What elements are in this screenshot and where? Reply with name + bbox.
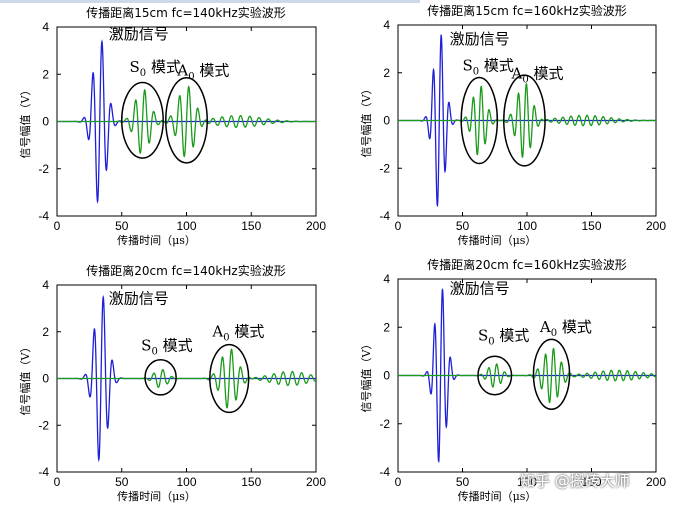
chart-panel-1: 传播距离15cm fc=140kHz实验波形 0 50 100 150 200 -4 -2 0 2… [19, 5, 326, 247]
excitation-annotation: 激励信号 [450, 279, 510, 297]
y-tick-label: -4 [38, 209, 49, 223]
response-signal-line [398, 347, 656, 404]
y-axis-label: 信号幅值（V） [360, 84, 373, 158]
response-signal-line [57, 348, 316, 409]
x-tick-label: 0 [395, 475, 402, 489]
x-tick-label: 200 [306, 475, 326, 489]
y-tick-label: -2 [38, 418, 49, 432]
x-tick-label: 150 [581, 475, 601, 489]
y-axis-label: 信号幅值（V） [360, 339, 373, 413]
s0-mode-ellipse [477, 355, 513, 396]
top-accent-line [0, 0, 420, 3]
watermark: 知乎 @搬砖大师 [520, 470, 685, 494]
x-tick-label: 50 [115, 475, 129, 489]
y-tick-label: -2 [379, 417, 390, 431]
y-tick-label: 0 [42, 115, 49, 129]
x-tick-label: 50 [115, 219, 129, 233]
x-tick-label: 150 [241, 475, 261, 489]
y-tick-label: -2 [38, 162, 49, 176]
y-axis-label: 信号幅值（V） [19, 85, 32, 159]
a0-mode-annotation: A0 模式 [511, 65, 564, 86]
y-tick-label: 0 [42, 372, 49, 386]
chart-panel-4: 传播距离20cm fc=160kHz实验波形 0 50 100 150 200 -4 -2 0 2… [360, 257, 666, 503]
chart-title: 传播距离15cm fc=160kHz实验波形 [427, 3, 626, 18]
y-tick-label: -4 [38, 465, 49, 479]
y-tick-label: 4 [42, 278, 49, 292]
x-axis-label: 传播时间（μs） [117, 489, 196, 503]
y-tick-label: -4 [379, 209, 390, 223]
s0-mode-ellipse [460, 76, 499, 165]
chart-panel-2: 传播距离15cm fc=160kHz实验波形 0 50 100 150 200 -4 -2 0 2… [360, 3, 666, 247]
a0-mode-annotation: A0 模式 [211, 322, 264, 343]
a0-mode-annotation: A0 模式 [176, 61, 229, 82]
s0-mode-ellipse [121, 81, 164, 159]
y-tick-label: 4 [383, 272, 390, 286]
y-tick-label: -4 [379, 465, 390, 479]
x-tick-label: 200 [646, 219, 666, 233]
chart-title: 传播距离20cm fc=160kHz实验波形 [427, 257, 626, 272]
y-tick-label: 4 [42, 20, 49, 34]
x-tick-label: 50 [456, 475, 470, 489]
chart-panel-3: 传播距离20cm fc=140kHz实验波形 0 50 100 150 200 -4 -2 0 2… [19, 263, 326, 503]
x-axis-label: 传播时间（μs） [458, 489, 537, 503]
y-tick-label: 2 [383, 320, 390, 334]
x-axis-label: 传播时间（μs） [117, 233, 196, 247]
y-tick-label: 0 [383, 369, 390, 383]
s0-mode-ellipse [144, 359, 177, 396]
x-tick-label: 150 [241, 219, 261, 233]
s0-mode-annotation: S0 模式 [141, 336, 192, 357]
response-signal-line [398, 83, 656, 159]
s0-mode-annotation: S0 模式 [478, 327, 529, 348]
x-tick-label: 100 [176, 219, 196, 233]
a0-mode-ellipse [209, 343, 250, 414]
x-tick-label: 0 [54, 219, 61, 233]
s0-mode-annotation: S0 模式 [130, 58, 181, 79]
excitation-annotation: 激励信号 [109, 25, 169, 43]
y-axis-label: 信号幅值（V） [19, 342, 32, 416]
y-tick-label: 2 [42, 325, 49, 339]
chart-title: 传播距离20cm fc=140kHz实验波形 [86, 263, 285, 278]
x-tick-label: 100 [176, 475, 196, 489]
s0-mode-annotation: S0 模式 [463, 56, 514, 77]
y-tick-label: 2 [383, 66, 390, 80]
x-tick-label: 100 [517, 475, 537, 489]
y-tick-label: 2 [42, 67, 49, 81]
excitation-annotation: 激励信号 [450, 30, 510, 48]
x-axis-label: 传播时间（μs） [458, 233, 537, 247]
y-tick-label: -2 [379, 161, 390, 175]
a0-mode-annotation: A0 模式 [539, 318, 592, 339]
watermark-text: 知乎 @搬砖大师 [520, 472, 630, 490]
x-tick-label: 150 [581, 219, 601, 233]
x-tick-label: 0 [395, 219, 402, 233]
x-tick-label: 100 [517, 219, 537, 233]
a0-mode-ellipse [165, 77, 208, 164]
x-tick-label: 0 [54, 475, 61, 489]
x-tick-label: 200 [306, 219, 326, 233]
response-signal-line [57, 85, 316, 158]
x-tick-label: 200 [646, 475, 666, 489]
y-tick-label: 0 [383, 114, 390, 128]
y-tick-label: 4 [383, 18, 390, 32]
excitation-annotation: 激励信号 [109, 290, 169, 308]
a0-mode-ellipse [532, 338, 571, 411]
x-tick-label: 50 [456, 219, 470, 233]
a0-mode-ellipse [503, 74, 546, 167]
chart-title: 传播距离15cm fc=140kHz实验波形 [86, 5, 285, 20]
